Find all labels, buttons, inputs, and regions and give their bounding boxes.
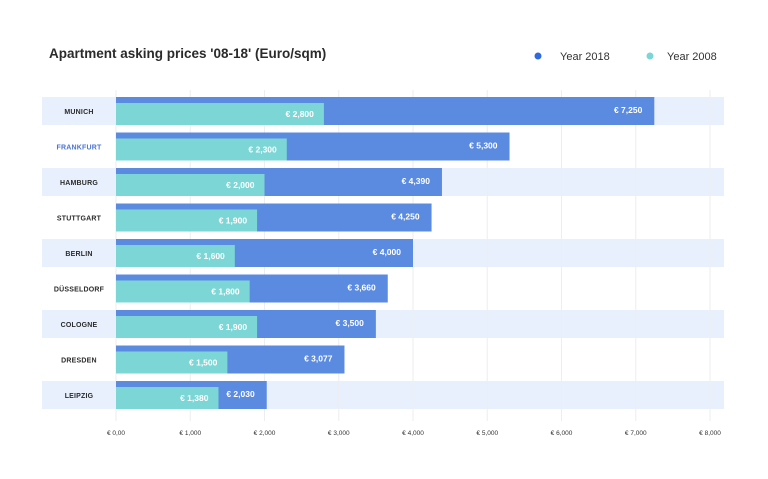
- value-label-2008: € 1,900: [219, 322, 248, 332]
- bars: € 7,250 € 2,800 € 5,300 € 2,300 € 4,390 € 2,0…: [116, 97, 655, 409]
- value-label-2008: € 1,600: [196, 251, 225, 261]
- value-label-2008: € 2,000: [226, 180, 255, 190]
- legend-marker-2008-icon: [646, 52, 654, 60]
- legend-label-2018: Year 2018: [560, 51, 610, 63]
- category-label: STUTTGART: [57, 216, 102, 223]
- value-label-2018: € 3,500: [336, 318, 365, 328]
- category-label: COLOGNE: [61, 322, 98, 329]
- value-label-2018: € 4,250: [391, 212, 420, 222]
- value-label-2008: € 2,300: [248, 145, 277, 155]
- value-label-2008: € 1,800: [211, 287, 240, 297]
- value-label-2018: € 5,300: [469, 141, 498, 151]
- bar-2008[interactable]: [116, 103, 324, 125]
- x-tick-label: € 7,000: [625, 430, 647, 437]
- category-label: LEIPZIG: [65, 393, 94, 400]
- bar-2008[interactable]: [116, 280, 250, 303]
- category-label: HAMBURG: [60, 180, 98, 187]
- x-tick-label: € 4,000: [402, 430, 424, 437]
- value-label-2018: € 4,390: [402, 176, 431, 186]
- bar-2008[interactable]: [116, 387, 219, 409]
- x-tick-label: € 3,000: [328, 430, 350, 437]
- bar-2008[interactable]: [116, 174, 265, 196]
- category-label: BERLIN: [65, 251, 92, 258]
- x-tick-label: € 1,000: [179, 430, 201, 437]
- legend: Year 2018 Year 2008: [534, 51, 717, 63]
- legend-item-2018[interactable]: Year 2018: [534, 51, 610, 63]
- value-label-2018: € 4,000: [373, 247, 402, 257]
- value-label-2018: € 2,030: [226, 389, 255, 399]
- chart-title: Apartment asking prices '08-18' (Euro/sq…: [49, 46, 326, 61]
- bar-2008[interactable]: [116, 209, 258, 232]
- x-tick-label: € 8,000: [699, 430, 721, 437]
- x-tick-label: € 2,000: [254, 430, 276, 437]
- x-tick-label: € 0,00: [107, 430, 125, 437]
- bar-2008[interactable]: [116, 316, 258, 338]
- category-label: FRANKFURT: [57, 145, 102, 152]
- value-label-2008: € 1,500: [189, 358, 218, 368]
- legend-marker-2018-icon: [534, 52, 542, 60]
- x-tick-label: € 6,000: [551, 430, 573, 437]
- value-label-2018: € 7,250: [614, 105, 643, 115]
- category-label: DRESDEN: [61, 358, 97, 365]
- legend-item-2008[interactable]: Year 2008: [646, 51, 717, 63]
- category-label: MUNICH: [64, 109, 93, 116]
- value-label-2018: € 3,077: [304, 354, 333, 364]
- value-label-2008: € 1,380: [180, 393, 209, 403]
- value-label-2008: € 1,900: [219, 216, 248, 226]
- bar-2008[interactable]: [116, 138, 287, 161]
- bar-2008[interactable]: [116, 245, 235, 267]
- x-tick-label: € 5,000: [476, 430, 498, 437]
- legend-label-2008: Year 2008: [667, 51, 717, 63]
- category-label: DÜSSELDORF: [54, 285, 105, 294]
- bar-2008[interactable]: [116, 351, 228, 374]
- x-axis-ticks: € 0,00 € 1,000 € 2,000 € 3,000 € 4,000 € 5,00…: [107, 430, 721, 437]
- value-label-2008: € 2,800: [286, 109, 315, 119]
- category-labels: MUNICH FRANKFURT HAMBURG STUTTGART BERLIN DÜS…: [54, 109, 105, 400]
- value-label-2018: € 3,660: [347, 283, 376, 293]
